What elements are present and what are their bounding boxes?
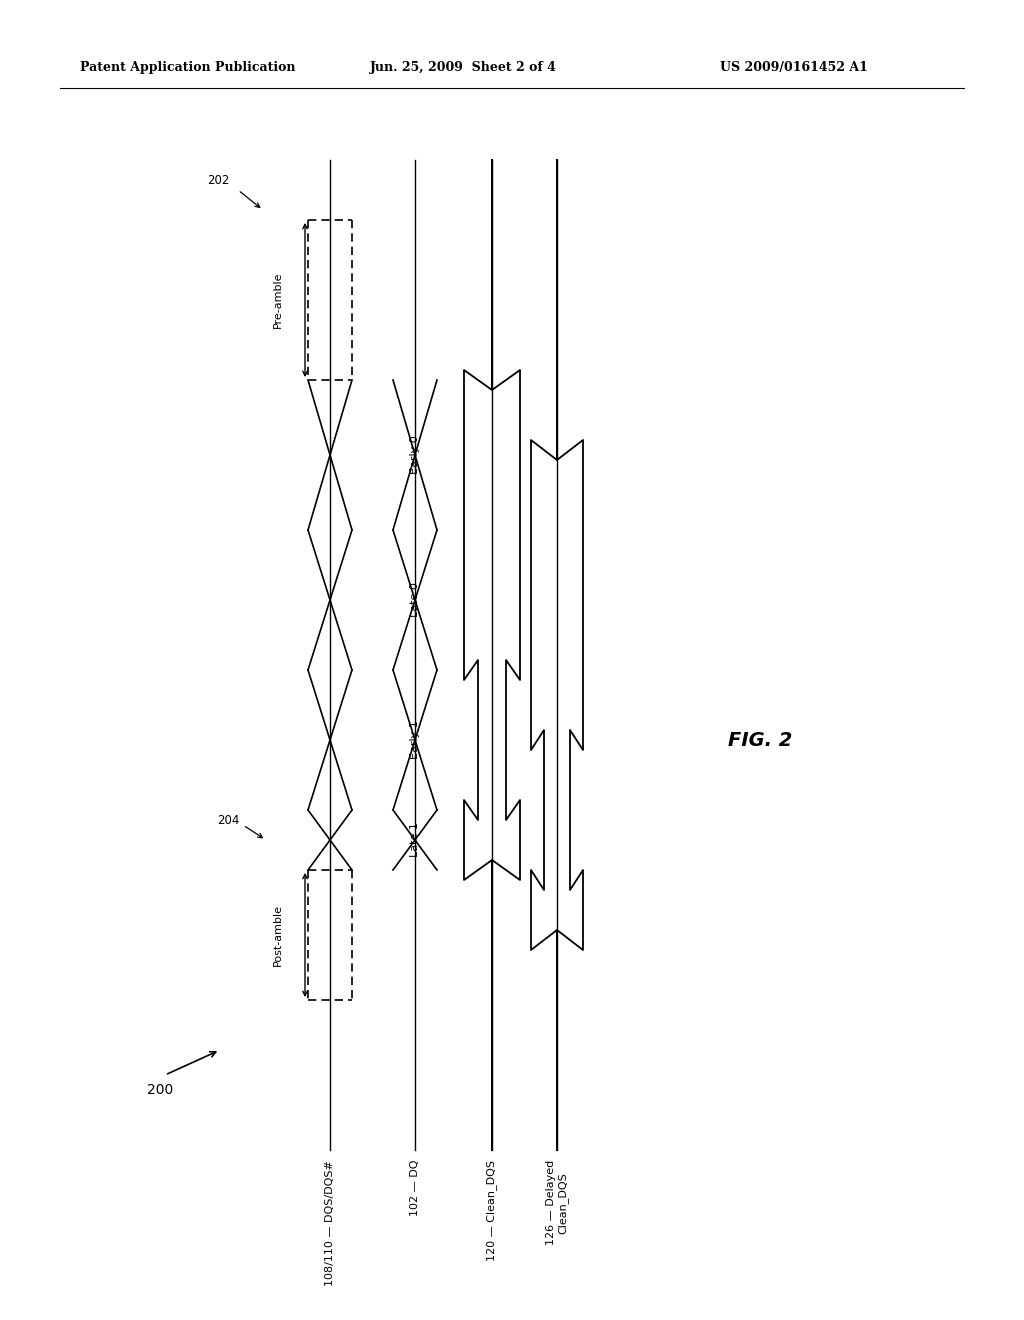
- Text: Early 0: Early 0: [410, 436, 420, 474]
- Text: 120 — Clean_DQS: 120 — Clean_DQS: [486, 1160, 498, 1261]
- Text: 200: 200: [146, 1082, 173, 1097]
- Text: Late 1: Late 1: [410, 822, 420, 858]
- Text: Early 1: Early 1: [410, 721, 420, 759]
- Text: Jun. 25, 2009  Sheet 2 of 4: Jun. 25, 2009 Sheet 2 of 4: [370, 62, 557, 74]
- Text: Post-amble: Post-amble: [273, 904, 283, 966]
- Text: Pre-amble: Pre-amble: [273, 272, 283, 329]
- Text: Late 0: Late 0: [410, 582, 420, 618]
- Text: 108/110 — DQS/DQS#: 108/110 — DQS/DQS#: [325, 1160, 335, 1286]
- Text: 102 — DQ: 102 — DQ: [410, 1160, 420, 1217]
- Text: US 2009/0161452 A1: US 2009/0161452 A1: [720, 62, 868, 74]
- Text: 202: 202: [207, 173, 229, 186]
- Text: 204: 204: [217, 813, 240, 826]
- Text: FIG. 2: FIG. 2: [728, 730, 793, 750]
- Text: 126 — Delayed
Clean_DQS: 126 — Delayed Clean_DQS: [546, 1160, 568, 1245]
- Text: Patent Application Publication: Patent Application Publication: [80, 62, 296, 74]
